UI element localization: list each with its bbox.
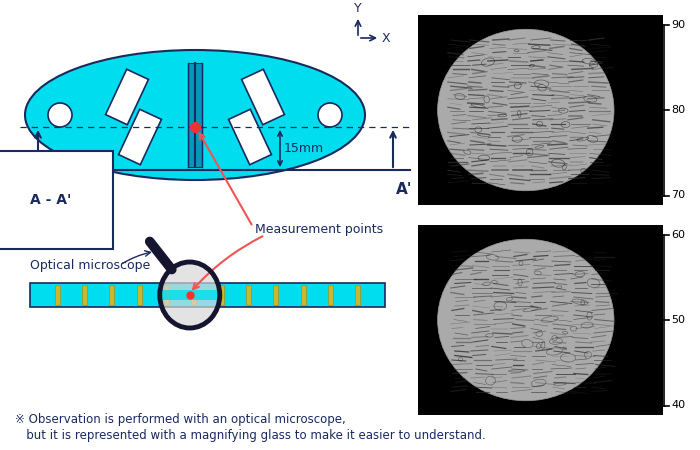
Bar <box>162 290 218 300</box>
Bar <box>418 15 663 205</box>
Text: Measurement points: Measurement points <box>255 224 383 237</box>
Ellipse shape <box>25 50 365 180</box>
Bar <box>246 285 251 305</box>
Bar <box>355 285 360 305</box>
Ellipse shape <box>438 29 614 191</box>
Polygon shape <box>106 69 148 125</box>
Polygon shape <box>241 69 284 125</box>
Text: 80: 80 <box>671 105 685 115</box>
Text: A - A': A - A' <box>30 193 71 207</box>
Text: but it is represented with a magnifying glass to make it easier to understand.: but it is represented with a magnifying … <box>15 429 486 442</box>
Ellipse shape <box>318 103 342 127</box>
Bar <box>218 285 224 305</box>
Text: ※ Observation is performed with an optical microscope,: ※ Observation is performed with an optic… <box>15 414 346 427</box>
Ellipse shape <box>438 239 614 401</box>
Text: 90: 90 <box>671 19 685 30</box>
Text: A': A' <box>396 182 412 197</box>
Text: Optical microscope: Optical microscope <box>30 258 150 271</box>
Bar <box>188 63 202 167</box>
Text: 50: 50 <box>671 315 685 325</box>
Bar <box>300 285 306 305</box>
Ellipse shape <box>161 263 218 327</box>
Text: 70: 70 <box>671 190 685 201</box>
Text: X: X <box>382 32 391 45</box>
Text: 40: 40 <box>671 400 685 410</box>
Bar <box>418 225 663 415</box>
Bar <box>55 285 60 305</box>
Text: 15mm: 15mm <box>284 142 324 155</box>
Bar <box>109 285 114 305</box>
Bar <box>273 285 279 305</box>
Text: Y: Y <box>354 2 362 15</box>
Text: A: A <box>26 182 38 197</box>
Bar <box>82 285 87 305</box>
Polygon shape <box>118 109 162 165</box>
Ellipse shape <box>48 103 72 127</box>
Bar <box>328 285 333 305</box>
Bar <box>136 285 141 305</box>
Bar <box>164 285 169 305</box>
Polygon shape <box>229 109 272 165</box>
Text: 60: 60 <box>671 230 685 239</box>
Bar <box>191 285 196 305</box>
Bar <box>30 283 385 307</box>
